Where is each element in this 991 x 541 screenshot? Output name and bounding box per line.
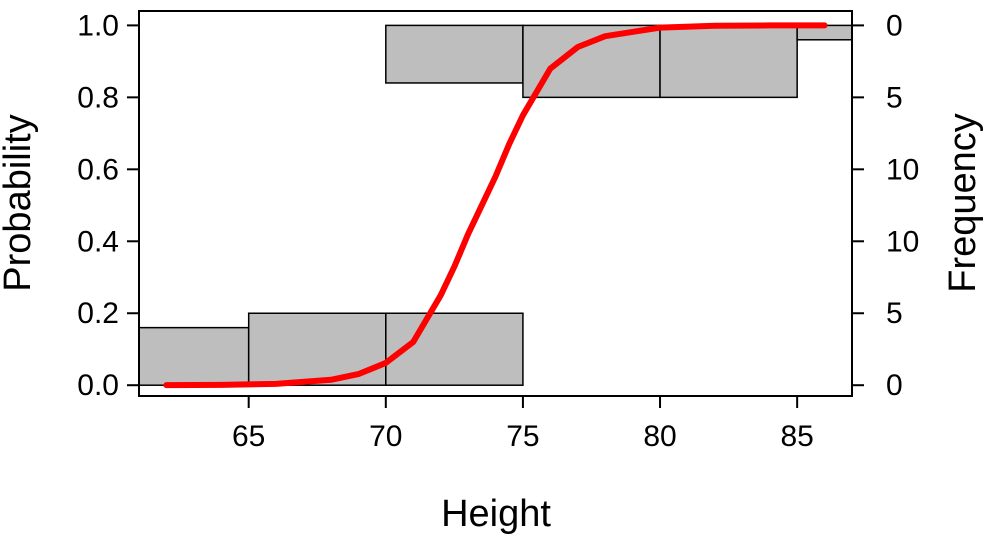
y2-tick-label-2: 10	[886, 153, 919, 186]
y2-axis-title: Frequency	[942, 113, 984, 293]
histogram-bars	[138, 24, 853, 386]
histogram-bar-top-3	[659, 24, 798, 99]
histogram-bar-bottom-1	[138, 326, 250, 386]
y2-tick-label-0: 0	[886, 9, 903, 42]
y2-tick-label-5: 0	[886, 369, 903, 402]
x-tick-label-85: 85	[780, 420, 813, 453]
y-tick-label-1: 0.2	[77, 297, 119, 330]
y-tick-label-2: 0.4	[77, 225, 119, 258]
y-axis-title: Probability	[0, 114, 39, 291]
y2-tick-label-1: 5	[886, 81, 903, 114]
y2-tick-label-4: 5	[886, 297, 903, 330]
x-tick-label-80: 80	[643, 420, 676, 453]
x-tick-label-75: 75	[506, 420, 539, 453]
y2-tick-label-3: 10	[886, 225, 919, 258]
y-tick-label-0: 0.0	[77, 369, 119, 402]
x-tick-label-65: 65	[232, 420, 265, 453]
plot-frame	[138, 10, 853, 397]
y-axis-right: 0 5 10 10 5 0	[852, 9, 919, 402]
y-tick-label-3: 0.6	[77, 153, 119, 186]
x-axis-title: Height	[441, 493, 551, 535]
y-tick-label-5: 1.0	[77, 9, 119, 42]
histogram-bar-top-2	[522, 24, 661, 99]
y-axis-left: 0.0 0.2 0.4 0.6 0.8 1.0	[77, 9, 139, 402]
x-tick-label-70: 70	[369, 420, 402, 453]
probability-curve	[163, 22, 828, 389]
histogram-bar-top-1	[385, 24, 524, 84]
fitted-curve-layer	[163, 22, 828, 389]
y-tick-label-4: 0.8	[77, 81, 119, 114]
x-axis: 65 70 75 80 85	[232, 396, 814, 453]
